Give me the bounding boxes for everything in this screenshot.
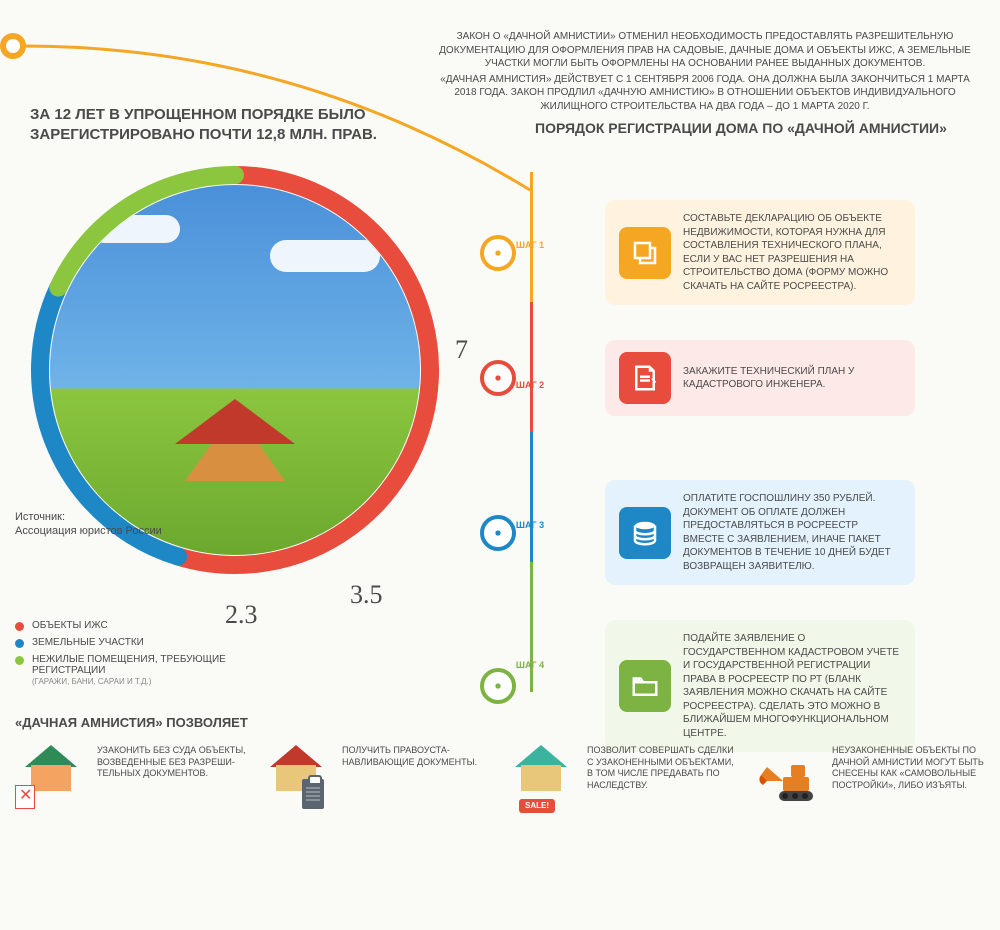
- value-1: 7: [455, 335, 468, 365]
- intro-text: ЗАКОН О «ДАЧНОЙ АМНИСТИИ» ОТМЕНИЛ НЕОБХО…: [435, 30, 975, 115]
- legend-item: ОБЪЕКТЫ ИЖС: [15, 620, 275, 631]
- coins-icon: [619, 507, 671, 559]
- excavator-icon: [755, 755, 819, 805]
- step-1-label: ШАГ 1: [508, 240, 552, 250]
- step-4-node: [480, 668, 516, 704]
- allows-card: НЕУЗАКОНЕННЫЕ ОБЪЕКТЫ ПО ДАЧНОЙ АМНИСТИИ…: [750, 745, 985, 809]
- step-2: ЗАКАЖИТЕ ТЕХНИЧЕСКИЙ ПЛАН У КАДАСТРОВОГО…: [480, 340, 915, 416]
- allows-title: «ДАЧНАЯ АМНИСТИЯ» ПОЗВОЛЯЕТ: [15, 715, 248, 730]
- step-4: ПОДАЙТЕ ЗАЯВЛЕНИЕ О ГОСУДАРСТВЕННОМ КАДА…: [480, 620, 915, 752]
- bottom-row: УЗАКОНИТЬ БЕЗ СУДА ОБЪЕКТЫ, ВОЗВЕДЕННЫЕ …: [15, 745, 985, 809]
- document-icon: [619, 352, 671, 404]
- house-icon: [15, 745, 87, 809]
- blueprint-icon: [619, 227, 671, 279]
- step-1: СОСТАВЬТЕ ДЕКЛАРАЦИЮ ОБ ОБЪЕКТЕ НЕДВИЖИМ…: [480, 200, 915, 305]
- allows-card: УЗАКОНИТЬ БЕЗ СУДА ОБЪЕКТЫ, ВОЗВЕДЕННЫЕ …: [15, 745, 250, 809]
- headline: ЗА 12 ЛЕТ В УПРОЩЕННОМ ПОРЯДКЕ БЫЛО ЗАРЕ…: [30, 105, 430, 144]
- house-icon: [750, 745, 822, 809]
- step-2-label: ШАГ 2: [508, 380, 552, 390]
- source: Источник: Ассоциация юристов России: [15, 510, 162, 539]
- section-title: ПОРЯДОК РЕГИСТРАЦИИ ДОМА ПО «ДАЧНОЙ АМНИ…: [535, 120, 947, 136]
- legend: ОБЪЕКТЫ ИЖС ЗЕМЕЛЬНЫЕ УЧАСТКИ НЕЖИЛЫЕ ПОМЕ…: [15, 620, 275, 693]
- allows-card: SALE! ПОЗВОЛИТ СОВЕРШАТЬ СДЕЛКИ С УЗАКОН…: [505, 745, 740, 809]
- step-3: ОПЛАТИТЕ ГОСПОШЛИНУ 350 РУБЛЕЙ. ДОКУМЕНТ…: [480, 480, 915, 585]
- step-3-label: ШАГ 3: [508, 520, 552, 530]
- allows-card: ПОЛУЧИТЬ ПРАВОУСТА-НАВЛИВАЮЩИЕ ДОКУМЕНТЫ…: [260, 745, 495, 809]
- hero-image: [50, 185, 420, 555]
- legend-item: НЕЖИЛЫЕ ПОМЕЩЕНИЯ, ТРЕБУЮЩИЕ РЕГИСТРАЦИИ…: [15, 654, 275, 687]
- house-icon: [260, 745, 332, 809]
- step-4-label: ШАГ 4: [508, 660, 552, 670]
- folder-icon: [619, 660, 671, 712]
- value-2: 3.5: [350, 580, 383, 610]
- legend-item: ЗЕМЕЛЬНЫЕ УЧАСТКИ: [15, 637, 275, 648]
- step-2-node: [480, 360, 516, 396]
- house-icon: SALE!: [505, 745, 577, 809]
